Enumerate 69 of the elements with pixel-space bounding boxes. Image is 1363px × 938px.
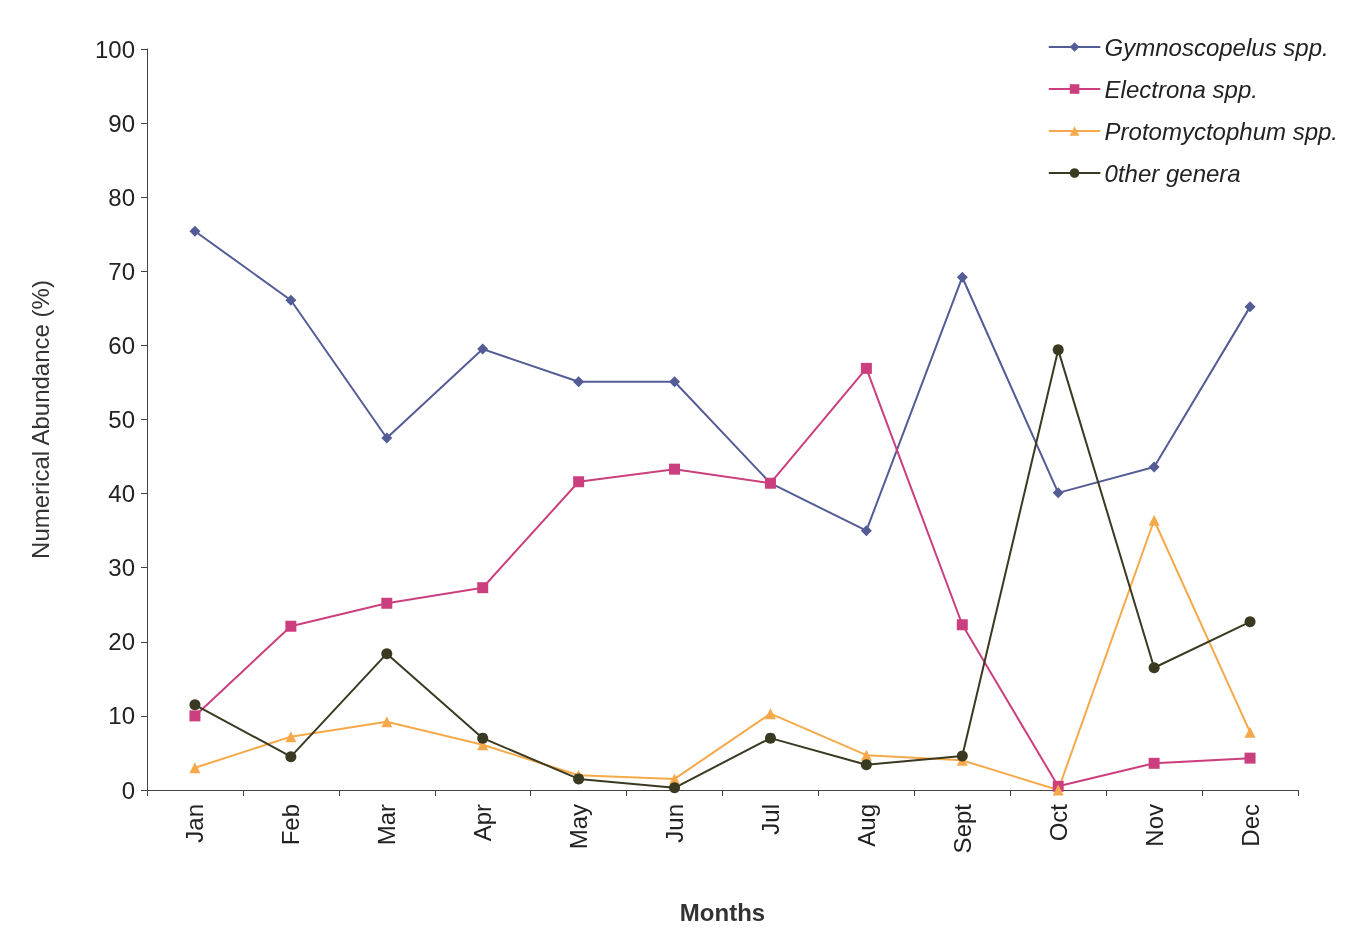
y-tick-label: 30	[108, 554, 135, 582]
point	[1244, 752, 1256, 764]
x-tick-label: Jul	[756, 804, 784, 835]
point	[764, 732, 776, 744]
point	[285, 731, 297, 743]
y-tick-label: 60	[108, 331, 135, 359]
point	[573, 773, 585, 785]
point	[1148, 514, 1160, 526]
point	[189, 762, 201, 774]
x-tick-label: Dec	[1236, 804, 1264, 847]
point	[1052, 344, 1064, 356]
point	[573, 376, 585, 388]
y-axis-title: Numerical Abundance (%)	[26, 280, 54, 559]
y-tick-label: 100	[94, 35, 135, 63]
legend-label: Electrona spp.	[1104, 75, 1258, 103]
legend-label: Gymnoscopelus spp.	[1104, 33, 1329, 61]
point	[1244, 301, 1256, 313]
x-tick-label: May	[565, 804, 593, 850]
point	[860, 525, 872, 537]
point	[189, 699, 201, 711]
x-tick-label: Nov	[1140, 804, 1168, 847]
y-tick-label: 70	[108, 257, 135, 285]
x-tick-label: Feb	[277, 804, 305, 846]
point	[381, 432, 393, 444]
point	[669, 376, 681, 388]
y-tick-label: 0	[121, 776, 135, 804]
point	[285, 751, 297, 763]
y-tick-label: 80	[108, 183, 135, 211]
point	[573, 476, 585, 488]
legend-label: Protomyctophum spp.	[1104, 117, 1338, 145]
point	[189, 225, 201, 237]
point	[1052, 784, 1064, 796]
point	[477, 732, 489, 744]
x-tick-label: Apr	[469, 804, 497, 842]
point	[1148, 757, 1160, 769]
point	[860, 362, 872, 374]
point	[669, 463, 681, 475]
y-tick-label: 40	[108, 480, 135, 508]
point	[477, 343, 489, 355]
point	[381, 716, 393, 728]
point	[669, 782, 681, 794]
x-tick-label: Jan	[181, 804, 209, 843]
y-tick-label: 10	[108, 702, 135, 730]
x-tick-label: Aug	[852, 804, 880, 847]
y-tick-label: 50	[108, 406, 135, 433]
point	[1148, 461, 1160, 473]
point	[285, 294, 297, 306]
x-tick-label: Sept	[948, 803, 976, 854]
point	[189, 710, 201, 722]
point	[956, 619, 968, 631]
legend-label: 0ther genera	[1104, 159, 1241, 187]
x-tick-label: Jun	[661, 804, 689, 843]
y-tick-label: 90	[108, 109, 135, 137]
point	[1052, 487, 1064, 499]
point	[285, 620, 297, 632]
x-tick-label: Oct	[1044, 803, 1072, 842]
point	[381, 648, 393, 660]
point	[1244, 726, 1256, 738]
point	[477, 582, 489, 594]
x-axis-title: Months	[679, 898, 766, 926]
point	[956, 750, 968, 762]
y-tick-label: 20	[108, 628, 135, 656]
point	[860, 759, 872, 771]
x-tick-label: Mar	[373, 804, 401, 846]
point	[764, 708, 776, 720]
point	[1244, 616, 1256, 628]
point	[381, 597, 393, 609]
point	[1148, 662, 1160, 674]
point	[956, 271, 968, 283]
